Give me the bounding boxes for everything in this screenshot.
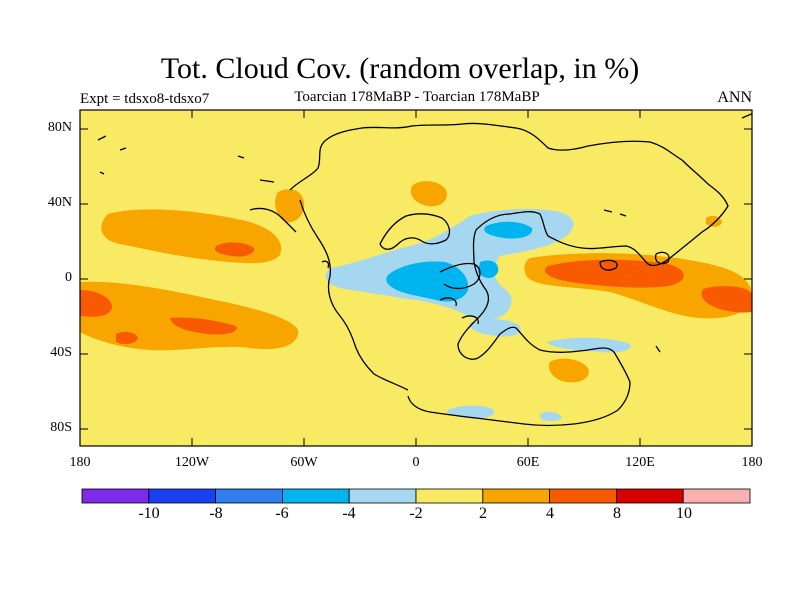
coastline-fragment5 bbox=[99, 171, 105, 175]
axis-ticks bbox=[80, 110, 752, 446]
contour-field bbox=[80, 110, 752, 446]
colorbar-label-9: 10 bbox=[676, 505, 692, 522]
colorbar bbox=[81, 488, 751, 504]
coastline-main bbox=[289, 122, 729, 427]
contour-orange-small3 bbox=[548, 358, 589, 383]
contour-redorange-spacific1 bbox=[80, 290, 112, 317]
contour-lightblue-south bbox=[469, 319, 521, 337]
colorbar-label-3: -6 bbox=[275, 505, 289, 522]
lon-label-0: 0 bbox=[412, 455, 420, 470]
colorbar-swatch-2 bbox=[148, 488, 217, 504]
colorbar-swatch-9 bbox=[616, 488, 684, 504]
coastline-island-e bbox=[461, 315, 479, 325]
coastlines bbox=[97, 113, 752, 427]
coastline-samerica bbox=[299, 199, 409, 391]
coastline-tethys bbox=[439, 262, 481, 290]
colorbar-label-2: -8 bbox=[209, 505, 223, 522]
map-title: Tot. Cloud Cov. (random overlap, in %) bbox=[160, 52, 640, 85]
colorbar-label-6: 2 bbox=[479, 505, 487, 522]
contour-redorange-spacific3 bbox=[116, 331, 138, 345]
contour-orange-small2 bbox=[410, 181, 447, 207]
lat-label-80n: 80N bbox=[47, 120, 72, 135]
colorbar-label-5: -2 bbox=[409, 505, 423, 522]
coastline-island-f bbox=[321, 260, 330, 269]
lon-label-180w: 180 bbox=[69, 455, 91, 470]
coastline-fragment1 bbox=[97, 135, 107, 141]
coastline-island-c bbox=[654, 251, 670, 265]
experiment-label: Expt = tdsxo8-tdsxo7 bbox=[80, 91, 210, 107]
contour-redorange-spacific2 bbox=[170, 317, 237, 335]
coastline-fragment3 bbox=[259, 179, 275, 183]
colorbar-swatch-3 bbox=[215, 488, 283, 504]
colorbar-swatch-10 bbox=[682, 488, 751, 504]
coastline-fragment6 bbox=[741, 113, 752, 119]
lon-label-180e: 180 bbox=[741, 455, 763, 470]
colorbar-swatch-7 bbox=[482, 488, 550, 504]
contour-orange-small1 bbox=[275, 189, 305, 223]
lat-label-40n: 40N bbox=[47, 195, 72, 210]
contour-cyan-north bbox=[484, 221, 533, 239]
colorbar-label-4: -4 bbox=[342, 505, 356, 522]
coastline-fragment8 bbox=[655, 345, 661, 353]
season-label: ANN bbox=[717, 89, 752, 106]
lon-label-120e: 120E bbox=[625, 455, 655, 470]
lon-label-60e: 60E bbox=[516, 455, 540, 470]
colorbar-swatch-6 bbox=[415, 488, 484, 504]
coastline-fragment4 bbox=[237, 155, 245, 159]
lon-label-60w: 60W bbox=[290, 455, 318, 470]
colorbar-label-1: -10 bbox=[138, 505, 160, 522]
lat-label-0: 0 bbox=[65, 270, 72, 285]
contour-redorange-npacific bbox=[214, 242, 255, 257]
coastline-island-a bbox=[249, 207, 297, 233]
coastline-island-d bbox=[439, 297, 457, 307]
contour-redorange-tethys bbox=[544, 259, 684, 288]
colorbar-swatch-1 bbox=[81, 488, 150, 504]
contour-cyan-central bbox=[386, 261, 469, 302]
colorbar-swatch-8 bbox=[549, 488, 617, 504]
lat-label-40s: 40S bbox=[50, 345, 72, 360]
contour-lightblue-antarctic2 bbox=[540, 411, 562, 421]
coastline-fragment7 bbox=[603, 209, 627, 217]
colorbar-label-7: 4 bbox=[546, 505, 554, 522]
coastline-interior bbox=[379, 213, 451, 250]
contour-lightblue-antarctic bbox=[446, 405, 495, 419]
colorbar-swatch-5 bbox=[348, 488, 417, 504]
contour-lightblue-small bbox=[446, 233, 460, 243]
colorbar-label-8: 8 bbox=[613, 505, 621, 522]
lat-label-80s: 80S bbox=[50, 420, 72, 435]
contour-cyan-mid bbox=[478, 260, 499, 278]
lon-label-120w: 120W bbox=[174, 455, 210, 470]
contour-orange-spacific bbox=[80, 281, 299, 351]
coastline-fragment2 bbox=[119, 147, 127, 151]
contour-redorange-east bbox=[701, 286, 752, 313]
map-subtitle: Toarcian 178MaBP - Toarcian 178MaBP bbox=[294, 89, 540, 105]
colorbar-swatch-4 bbox=[281, 488, 350, 504]
coastline-island-b bbox=[599, 259, 618, 271]
